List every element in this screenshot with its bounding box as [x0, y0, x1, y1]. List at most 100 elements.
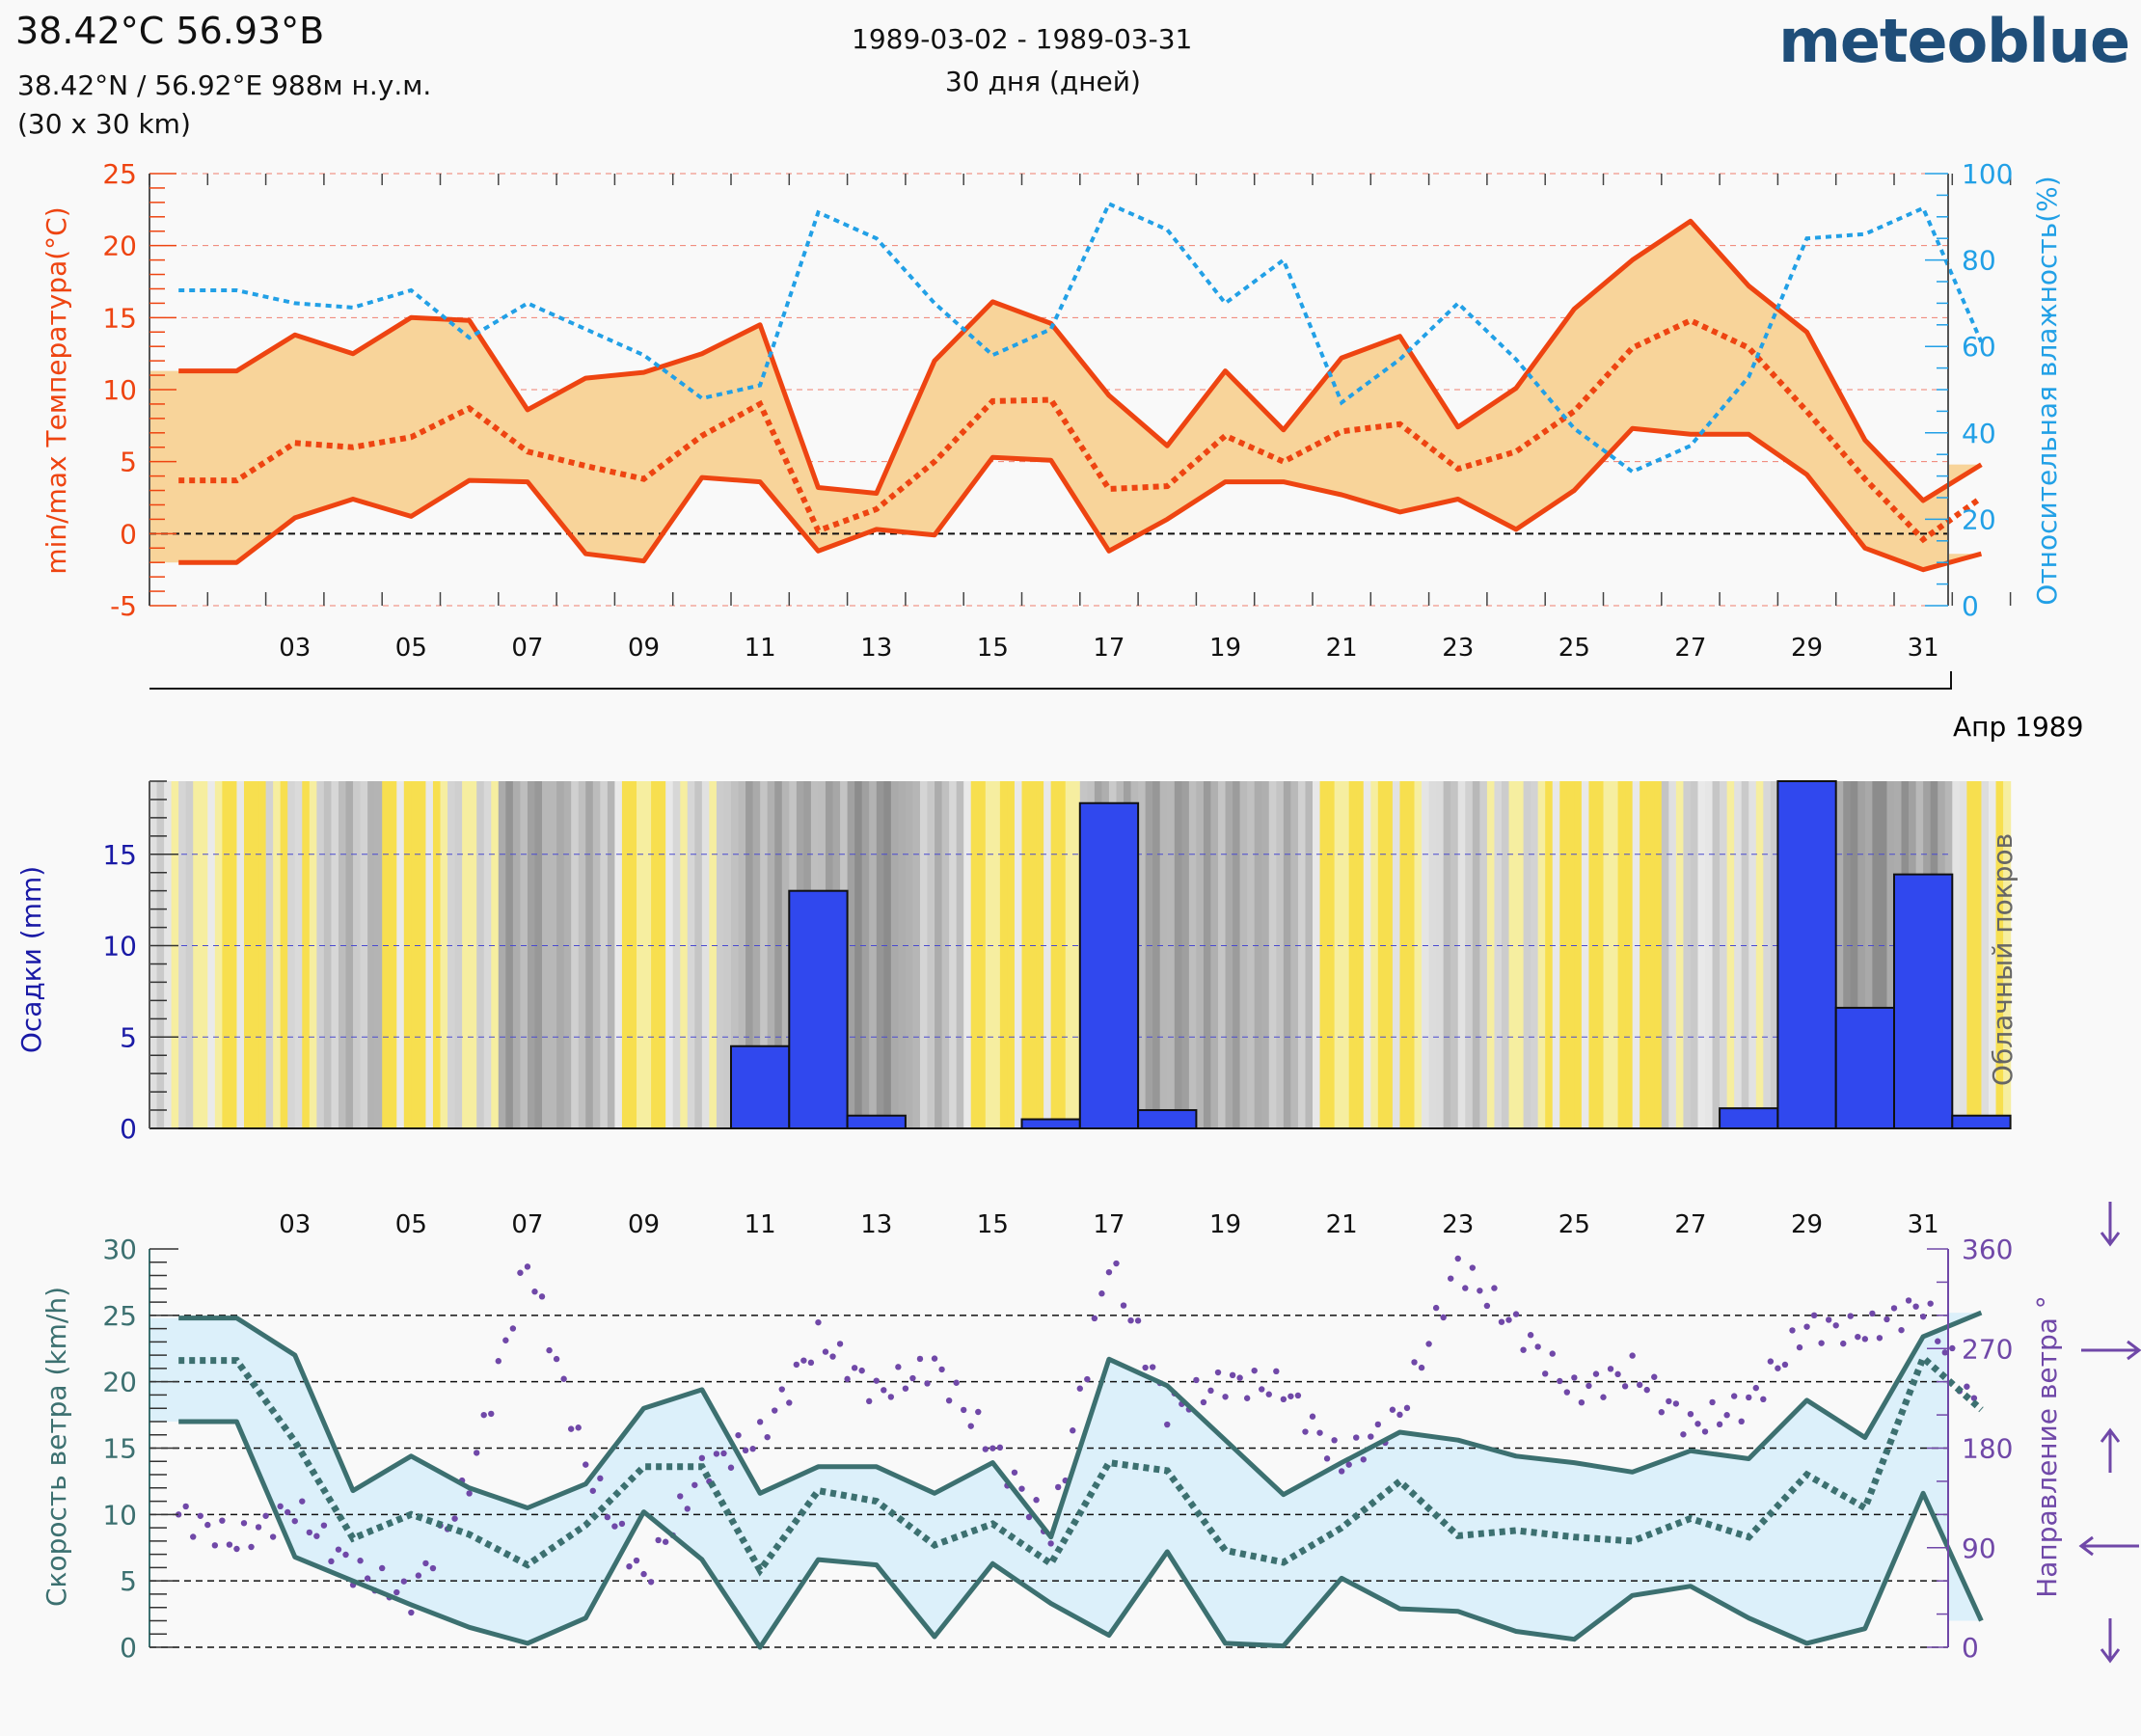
cloud-cover-stripe — [935, 781, 943, 1128]
wind-direction-dot — [902, 1385, 909, 1392]
cloud-axis-title: Облачный покров — [1987, 833, 2019, 1086]
cloud-cover-stripe — [1313, 781, 1321, 1128]
cloud-cover-stripe — [302, 781, 311, 1128]
wind-direction-dot — [197, 1512, 203, 1519]
precipitation-bar — [788, 889, 849, 1129]
temp-tick-label: 20 — [102, 231, 137, 262]
cloud-cover-stripe — [243, 781, 253, 1128]
cloud-cover-stripe — [1472, 781, 1480, 1128]
temp-x-tick-07: 07 — [511, 634, 543, 663]
cloud-cover-stripe — [738, 781, 746, 1128]
wind-direction-dot — [1847, 1313, 1854, 1319]
precip-tick-label: 5 — [120, 1021, 137, 1053]
cloud-cover-stripe — [1690, 781, 1699, 1128]
wind-direction-dot — [422, 1560, 429, 1567]
wind-tick-label: 15 — [102, 1433, 137, 1465]
wind-direction-dot — [611, 1523, 618, 1530]
wind-direction-dot — [961, 1406, 967, 1414]
cloud-cover-stripe — [1843, 781, 1852, 1128]
cloud-cover-stripe — [701, 781, 710, 1128]
wind-x-tick-15: 15 — [977, 1210, 1009, 1239]
cloud-cover-stripe — [520, 781, 528, 1128]
wind-direction-dot — [720, 1450, 727, 1457]
temp-range-fill — [149, 221, 1982, 570]
cloud-cover-stripe — [1443, 781, 1451, 1128]
cloud-cover-stripe — [1247, 781, 1256, 1128]
wind-x-tick-23: 23 — [1442, 1210, 1474, 1239]
cloud-cover-stripe — [1319, 781, 1328, 1128]
wind-direction-dot — [575, 1424, 582, 1431]
cloud-cover-stripe — [651, 781, 660, 1128]
cloud-cover-stripe — [869, 781, 878, 1128]
meteoblue-logo[interactable]: meteoblue — [1778, 6, 2130, 76]
wind-direction-dot — [255, 1524, 262, 1531]
wind-axis-title: Скорость ветра (km/h) — [41, 1287, 72, 1607]
wind-direction-dot — [1621, 1383, 1629, 1390]
wind-direction-dot — [1374, 1421, 1382, 1428]
cloud-cover-stripe — [1342, 781, 1350, 1128]
cloud-cover-stripe — [1995, 781, 2004, 1128]
wind-direction-dot — [698, 1454, 706, 1462]
wind-direction-dot — [1418, 1364, 1425, 1371]
cloud-cover-stripe — [1196, 781, 1205, 1128]
wind-direction-dot — [1796, 1343, 1803, 1351]
cloud-cover-stripe — [1334, 781, 1342, 1128]
cloud-cover-stripe — [985, 781, 993, 1128]
wind-direction-dot — [1775, 1365, 1781, 1371]
wind-direction-dot — [786, 1399, 793, 1406]
cloud-cover-stripe — [927, 781, 935, 1128]
cloud-cover-stripe — [781, 781, 790, 1128]
cloud-cover-stripe — [1327, 781, 1336, 1128]
direction-axis-title: Направление ветра ° — [2031, 1295, 2063, 1598]
cloud-cover-stripe — [687, 781, 695, 1128]
wind-direction-dot — [1869, 1310, 1876, 1317]
cloud-cover-stripe — [621, 781, 631, 1128]
wind-direction-dot — [1454, 1255, 1461, 1262]
max-wind-line — [178, 1310, 1983, 1540]
wind-direction-dot — [1964, 1383, 1970, 1390]
precipitation-bar — [1078, 801, 1140, 1129]
wind-direction-dot — [204, 1521, 211, 1529]
date-range: 1989-03-02 - 1989-03-31 — [852, 23, 1193, 55]
cloud-cover-stripe — [1494, 781, 1503, 1128]
wind-direction-dot — [328, 1558, 335, 1565]
cloud-cover-stripe — [1668, 781, 1677, 1128]
wind-direction-dot — [1709, 1398, 1716, 1406]
direction-tick-label: 180 — [1962, 1433, 2013, 1465]
cloud-cover-stripe — [665, 781, 674, 1128]
cloud-cover-stripe — [1835, 781, 1844, 1128]
wind-panel: 03 05 07 09 11 13 15 17 19 21 23 25 27 29 310510152025… — [41, 1202, 2141, 1664]
wind-direction-dot — [1760, 1396, 1767, 1403]
wind-direction-dot — [342, 1551, 349, 1559]
cloud-cover-stripe — [1392, 781, 1401, 1128]
cloud-cover-stripe — [1625, 781, 1634, 1128]
wind-direction-dot — [1134, 1317, 1142, 1324]
precipitation-bar — [1137, 1109, 1198, 1129]
wind-direction-dot — [1440, 1314, 1447, 1321]
wind-direction-dot — [393, 1588, 400, 1596]
wind-direction-dot — [1294, 1392, 1302, 1399]
precip-tick-label: 10 — [102, 931, 137, 963]
wind-direction-dot — [1368, 1433, 1374, 1440]
location-title: 38.42°C 56.93°B — [15, 10, 325, 52]
cloud-cover-stripe — [1617, 781, 1626, 1128]
wind-direction-dot — [924, 1380, 931, 1387]
cloud-cover-stripe — [1508, 781, 1517, 1128]
wind-direction-dot — [1302, 1428, 1309, 1435]
cloud-cover-stripe — [1973, 781, 1983, 1128]
wind-direction-dot — [1353, 1434, 1360, 1441]
cloud-cover-stripe — [1531, 781, 1539, 1128]
wind-direction-dot — [517, 1269, 524, 1276]
cloud-cover-stripe — [1428, 781, 1437, 1128]
wind-direction-dot — [1483, 1302, 1491, 1310]
wind-direction-dot — [182, 1503, 189, 1510]
wind-direction-arrow-n-icon — [2100, 1618, 2121, 1664]
wind-direction-dot — [1898, 1326, 1905, 1334]
cloud-cover-stripe — [1537, 781, 1546, 1128]
month-label: Апр 1989 — [1953, 711, 2083, 743]
cloud-cover-stripe — [483, 781, 492, 1128]
cloud-cover-stripe — [440, 781, 448, 1128]
wind-direction-dot — [1164, 1421, 1171, 1428]
wind-direction-dot — [1832, 1322, 1839, 1329]
